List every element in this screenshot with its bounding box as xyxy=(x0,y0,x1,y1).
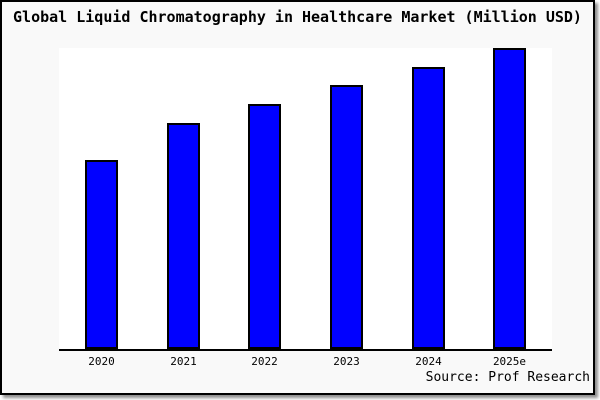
x-tick-label-2023: 2023 xyxy=(333,355,360,368)
bar-2025e xyxy=(493,48,526,349)
bar-2022 xyxy=(248,104,281,349)
x-tick-label-2022: 2022 xyxy=(251,355,278,368)
bar-2023 xyxy=(330,85,363,349)
plot-area xyxy=(59,48,552,351)
x-tick-label-2024: 2024 xyxy=(415,355,442,368)
x-tick-label-2025e: 2025e xyxy=(492,355,527,368)
bar-2020 xyxy=(85,160,118,349)
bar-2021 xyxy=(167,123,200,349)
chart-title: Global Liquid Chromatography in Healthca… xyxy=(13,8,582,26)
x-tick-label-2021: 2021 xyxy=(170,355,197,368)
figure-frame: Global Liquid Chromatography in Healthca… xyxy=(0,0,595,395)
bar-2024 xyxy=(412,67,445,349)
x-tick-label-2020: 2020 xyxy=(88,355,115,368)
source-credit: Source: Prof Research xyxy=(425,370,590,385)
